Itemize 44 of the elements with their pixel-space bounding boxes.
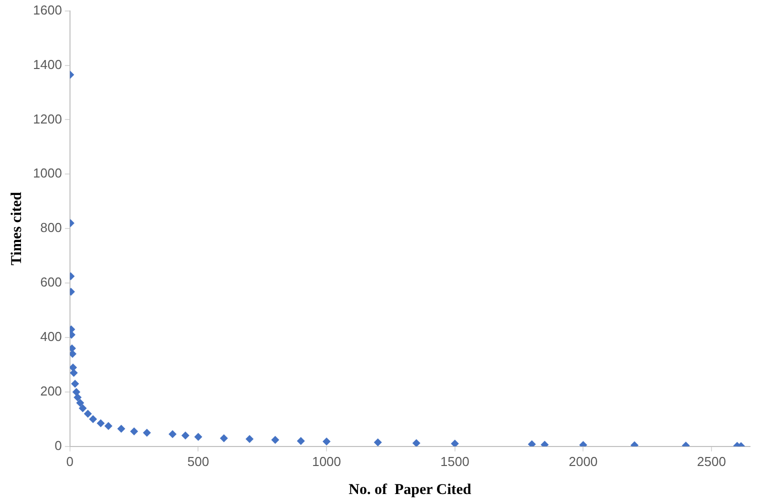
y-tick-label: 800 <box>40 220 62 236</box>
point <box>117 424 126 433</box>
point <box>412 439 420 446</box>
x-tick-label: 0 <box>66 454 74 469</box>
point <box>142 428 151 437</box>
x-tick-label: 2000 <box>568 454 598 469</box>
point <box>76 398 84 407</box>
point <box>70 363 77 372</box>
point <box>450 440 459 446</box>
point <box>528 440 536 446</box>
y-tick-label: 1000 <box>33 166 62 181</box>
point <box>96 419 105 428</box>
x-tick-label: 2500 <box>697 454 726 469</box>
point <box>72 388 80 396</box>
point <box>104 422 112 430</box>
x-tick-label: 1000 <box>312 454 342 469</box>
y-tick-label: 400 <box>40 329 62 344</box>
point <box>220 434 228 442</box>
point <box>194 432 202 441</box>
point <box>322 438 331 446</box>
point <box>74 393 82 402</box>
point <box>70 350 76 358</box>
point <box>71 380 80 388</box>
point <box>168 430 177 438</box>
point <box>181 432 190 440</box>
y-tick-label: 600 <box>40 274 62 290</box>
point <box>78 404 87 412</box>
point <box>271 436 280 444</box>
y-tick-label: 200 <box>40 384 62 399</box>
x-axis-title: No. of Paper Cited <box>348 482 472 498</box>
point <box>246 435 254 444</box>
y-tick-label: 1200 <box>33 111 62 126</box>
x-tick-label: 1500 <box>440 454 470 469</box>
y-tick-label: 1600 <box>33 2 62 18</box>
y-tick-label: 1400 <box>33 56 62 72</box>
point <box>89 415 98 424</box>
point <box>296 436 305 445</box>
y-axis-title: Times cited <box>8 191 25 266</box>
y-tick-label: 0 <box>54 438 62 453</box>
point <box>84 410 92 418</box>
point <box>130 427 138 436</box>
x-tick-label: 500 <box>187 454 210 469</box>
point <box>70 368 78 377</box>
point <box>374 438 382 446</box>
